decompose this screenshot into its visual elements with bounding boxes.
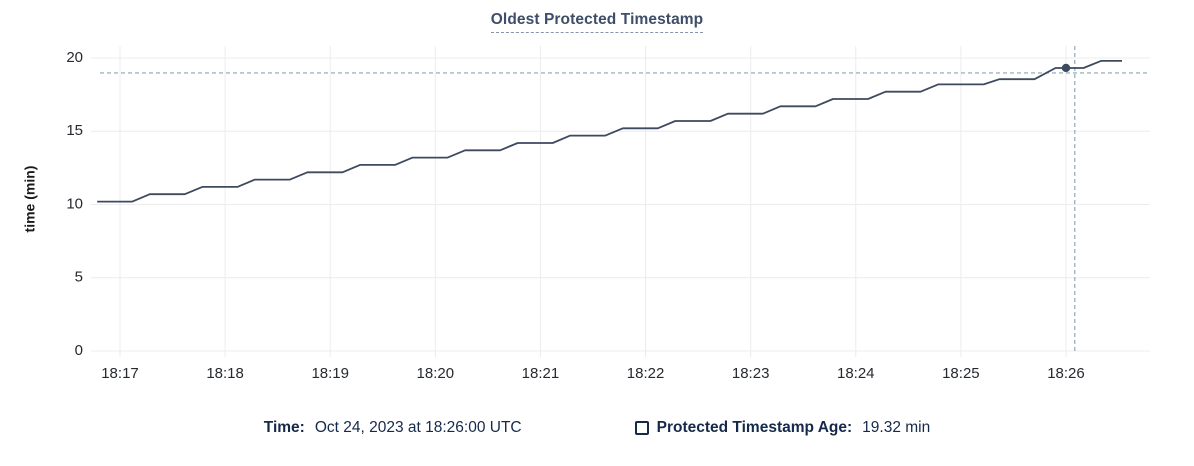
x-tick-label: 18:26	[1047, 365, 1085, 382]
legend-checkbox[interactable]	[634, 421, 649, 435]
time-value: Oct 24, 2023 at 18:26:00 UTC	[314, 419, 522, 436]
hover-legend: Time: Oct 24, 2023 at 18:26:00 UTC Prote…	[0, 419, 1194, 437]
chart-title[interactable]: Oldest Protected Timestamp	[490, 11, 704, 33]
y-tick-label: 5	[75, 269, 83, 286]
series-value: 19.32 min	[862, 419, 931, 436]
y-axis-title: time (min)	[22, 166, 38, 233]
y-tick-label: 0	[75, 342, 83, 359]
x-tick-label: 18:22	[627, 365, 665, 382]
x-tick-label: 18:18	[206, 365, 244, 382]
hover-dot	[1061, 63, 1071, 73]
y-tick-label: 10	[66, 195, 83, 212]
x-tick-label: 18:20	[417, 365, 455, 382]
hover-time: Time: Oct 24, 2023 at 18:26:00 UTC	[264, 419, 522, 437]
x-tick-label: 18:17	[101, 365, 139, 382]
legend-item-protected-timestamp-age[interactable]: Protected Timestamp Age: 19.32 min	[634, 419, 931, 437]
y-tick-label: 15	[66, 122, 83, 139]
chart-title-row: Oldest Protected Timestamp	[0, 11, 1194, 33]
time-label: Time:	[263, 419, 305, 436]
y-tick-label: 20	[66, 49, 83, 66]
line-chart: 0 5 10 15 20 18:17 18:18 18:19 18:20 18:21 18:22 18…	[22, 46, 1150, 382]
x-tick-label: 18:25	[942, 365, 980, 382]
x-tick-label: 18:21	[522, 365, 560, 382]
x-tick-label: 18:19	[311, 365, 349, 382]
data-line-protected-timestamp-age	[97, 60, 1122, 203]
x-tick-label: 18:24	[837, 365, 875, 382]
series-label: Protected Timestamp Age:	[656, 419, 853, 436]
x-tick-label: 18:23	[732, 365, 770, 382]
